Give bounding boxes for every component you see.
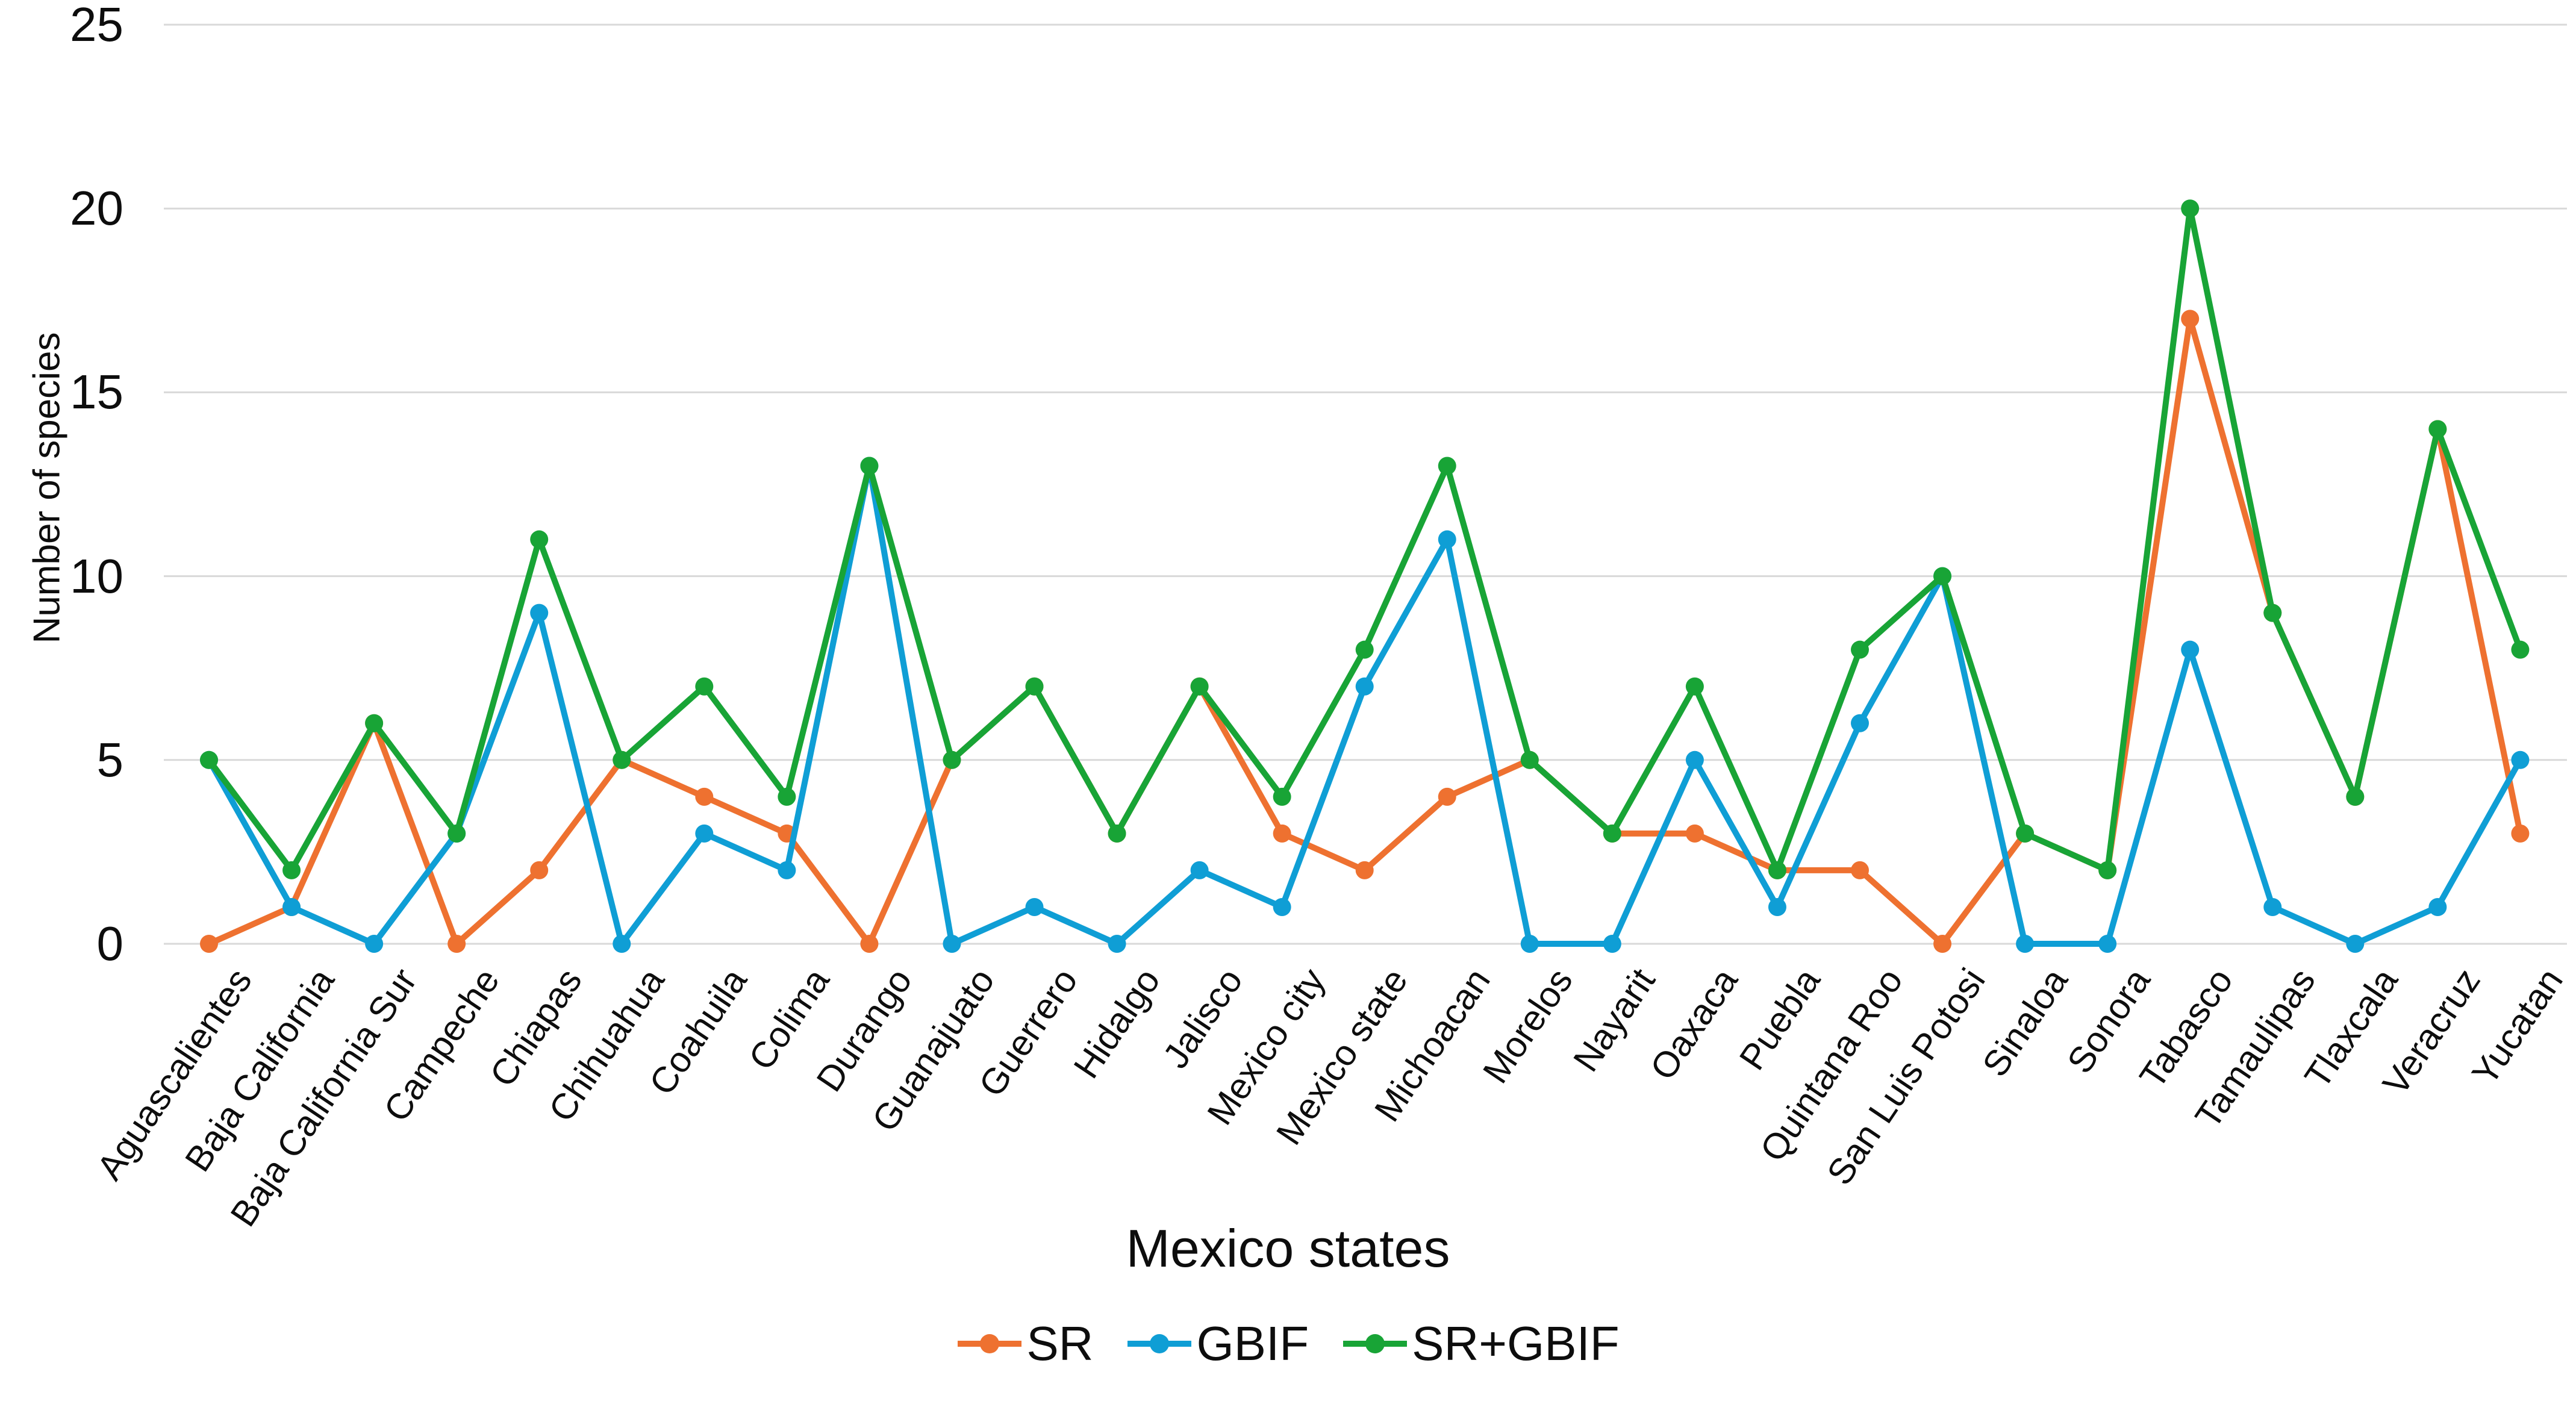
- data-point-sr: [530, 861, 549, 879]
- data-point-sr: [860, 935, 879, 953]
- data-point-gbif: [2016, 935, 2035, 953]
- data-point-gbif: [530, 604, 549, 622]
- data-point-sr+gbif: [695, 677, 714, 696]
- data-point-sr: [1933, 935, 1952, 953]
- data-point-sr+gbif: [2428, 420, 2447, 438]
- legend-marker-icon: [958, 1334, 1022, 1353]
- data-point-sr: [448, 935, 466, 953]
- data-point-sr+gbif: [1520, 750, 1539, 769]
- legend-label: GBIF: [1196, 1317, 1309, 1370]
- y-tick-label: 5: [96, 732, 124, 787]
- data-point-sr+gbif: [778, 787, 796, 806]
- data-point-sr+gbif: [860, 457, 879, 475]
- data-point-sr+gbif: [2263, 604, 2282, 622]
- x-axis-title: Mexico states: [1126, 1218, 1450, 1278]
- data-point-gbif: [1685, 750, 1704, 769]
- data-point-sr+gbif: [1108, 824, 1126, 843]
- data-point-sr: [200, 935, 218, 953]
- data-point-gbif: [1025, 897, 1044, 916]
- y-tick-label: 20: [70, 181, 123, 236]
- data-point-sr: [2511, 824, 2530, 843]
- data-point-gbif: [365, 935, 384, 953]
- y-axis-title: Number of species: [26, 332, 68, 644]
- data-point-gbif: [613, 935, 631, 953]
- data-point-sr+gbif: [943, 750, 961, 769]
- data-point-sr: [1273, 824, 1291, 843]
- data-point-gbif: [2428, 897, 2447, 916]
- data-point-sr: [1685, 824, 1704, 843]
- data-point-gbif: [1851, 714, 1869, 732]
- data-point-gbif: [282, 897, 301, 916]
- data-point-gbif: [1768, 897, 1786, 916]
- legend-item-gbif: GBIF: [1126, 1316, 1309, 1371]
- data-point-sr+gbif: [1933, 567, 1952, 585]
- data-point-sr+gbif: [1355, 640, 1374, 659]
- data-point-sr+gbif: [1603, 824, 1621, 843]
- data-point-gbif: [943, 935, 961, 953]
- y-tick-label: 10: [70, 549, 123, 603]
- data-point-sr+gbif: [1768, 861, 1786, 879]
- data-point-sr+gbif: [448, 824, 466, 843]
- data-point-gbif: [1190, 861, 1209, 879]
- data-point-gbif: [1438, 530, 1456, 549]
- legend-label: SR+GBIF: [1412, 1317, 1620, 1370]
- data-point-sr+gbif: [1190, 677, 1209, 696]
- data-point-sr: [1851, 861, 1869, 879]
- data-point-sr+gbif: [200, 750, 218, 769]
- data-point-sr+gbif: [613, 750, 631, 769]
- data-point-sr: [2181, 310, 2200, 328]
- data-point-sr: [695, 787, 714, 806]
- data-point-sr+gbif: [2098, 861, 2117, 879]
- data-point-sr+gbif: [2511, 640, 2530, 659]
- data-point-gbif: [1520, 935, 1539, 953]
- series-line-sr: [206, 316, 2524, 947]
- chart-legend: SR GBIF SR+GBIF: [0, 1316, 2576, 1371]
- y-tick-label: 15: [70, 365, 123, 419]
- data-point-gbif: [2181, 640, 2200, 659]
- data-point-sr: [1355, 861, 1374, 879]
- legend-marker-icon: [1127, 1334, 1192, 1353]
- data-point-gbif: [2263, 897, 2282, 916]
- series-line-sr+gbif: [206, 205, 2524, 873]
- data-point-sr+gbif: [2346, 787, 2365, 806]
- data-point-gbif: [695, 824, 714, 843]
- legend-item-sr: SR: [956, 1316, 1093, 1371]
- data-point-gbif: [778, 861, 796, 879]
- data-point-sr+gbif: [1685, 677, 1704, 696]
- data-point-gbif: [1108, 935, 1126, 953]
- data-point-gbif: [2346, 935, 2365, 953]
- data-point-gbif: [1355, 677, 1374, 696]
- data-point-gbif: [2511, 750, 2530, 769]
- data-point-sr+gbif: [1025, 677, 1044, 696]
- data-point-sr+gbif: [1273, 787, 1291, 806]
- data-point-sr+gbif: [2181, 199, 2200, 218]
- legend-label: SR: [1026, 1317, 1094, 1370]
- y-tick-label: 0: [96, 917, 124, 970]
- data-point-sr+gbif: [282, 861, 301, 879]
- legend-item-sr+gbif: SR+GBIF: [1342, 1316, 1620, 1371]
- data-point-sr+gbif: [1851, 640, 1869, 659]
- data-point-gbif: [1273, 897, 1291, 916]
- data-point-gbif: [2098, 935, 2117, 953]
- data-point-sr+gbif: [365, 714, 384, 732]
- legend-marker-icon: [1343, 1334, 1408, 1353]
- data-point-sr+gbif: [530, 530, 549, 549]
- data-point-sr: [1438, 787, 1456, 806]
- data-point-sr+gbif: [2016, 824, 2035, 843]
- data-point-sr+gbif: [1438, 457, 1456, 475]
- data-point-gbif: [1603, 935, 1621, 953]
- y-tick-label: 25: [70, 0, 123, 51]
